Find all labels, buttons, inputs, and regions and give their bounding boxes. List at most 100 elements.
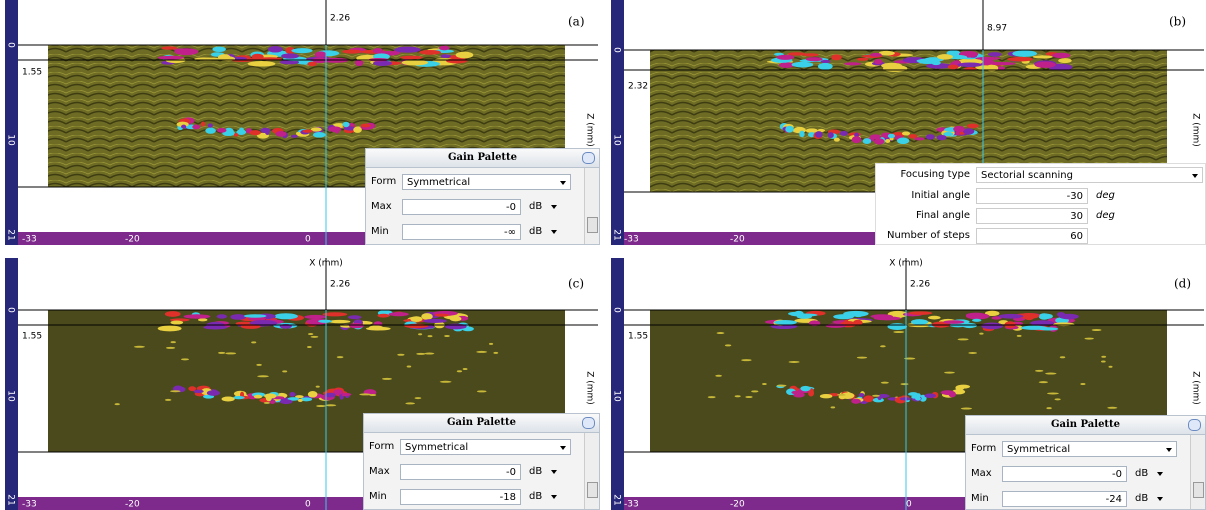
field-label: Number of steps xyxy=(886,230,970,241)
echo xyxy=(253,394,263,399)
form-select[interactable]: Symmetrical xyxy=(1002,441,1177,457)
echo xyxy=(405,402,416,405)
max-input[interactable]: -0 xyxy=(1002,466,1127,482)
echo xyxy=(353,126,362,133)
dropdown-arrow xyxy=(560,181,566,185)
echo xyxy=(751,390,759,393)
echo xyxy=(872,394,880,397)
dropdown-arrow xyxy=(551,205,557,209)
echo xyxy=(873,316,902,321)
echo xyxy=(377,313,390,318)
scrollbar[interactable] xyxy=(584,168,599,244)
form-select[interactable]: Symmetrical xyxy=(400,439,571,455)
z-axis-label: Z (mm) xyxy=(1191,371,1201,405)
min-unit-select[interactable]: dB xyxy=(525,224,561,240)
scrollbar[interactable] xyxy=(1190,435,1205,509)
echo xyxy=(225,352,237,355)
echo xyxy=(310,335,319,338)
min-unit-select[interactable]: dB xyxy=(525,489,561,505)
x-tick-label: -33 xyxy=(624,500,639,510)
echo xyxy=(957,338,969,341)
min-input[interactable]: -24 xyxy=(1002,491,1127,507)
min-input[interactable]: -∞ xyxy=(402,224,521,240)
palette-toggle[interactable] xyxy=(582,417,595,429)
echo xyxy=(267,46,283,53)
echo xyxy=(874,58,883,65)
echo xyxy=(170,390,181,393)
echo xyxy=(724,344,732,347)
echo xyxy=(937,54,953,60)
echo xyxy=(170,320,184,325)
echo xyxy=(197,318,208,322)
echo xyxy=(1052,322,1075,327)
echo xyxy=(972,318,982,322)
echo xyxy=(1017,312,1040,319)
scroll-thumb[interactable] xyxy=(587,217,598,233)
echo xyxy=(1047,392,1059,395)
echo xyxy=(805,128,819,133)
unit-label: deg xyxy=(1096,190,1115,201)
echo xyxy=(987,52,1002,57)
echo xyxy=(1016,334,1022,337)
echo xyxy=(304,314,327,319)
echo xyxy=(887,323,908,330)
x-tick-label: -20 xyxy=(730,500,745,510)
z-tick-label: 10 xyxy=(6,390,16,402)
steps-input[interactable]: 60 xyxy=(976,228,1088,244)
echo xyxy=(707,396,716,399)
scroll-thumb[interactable] xyxy=(1193,482,1204,498)
echo xyxy=(953,125,965,133)
echo xyxy=(1052,52,1071,59)
echo xyxy=(1107,406,1118,409)
palette-toggle[interactable] xyxy=(1188,419,1201,431)
echo xyxy=(1100,360,1106,363)
min-input[interactable]: -18 xyxy=(400,489,521,505)
echo xyxy=(903,357,916,360)
echo xyxy=(333,389,344,395)
scroll-thumb[interactable] xyxy=(587,482,598,498)
cursor-z-value: 2.32 xyxy=(628,82,648,92)
echo xyxy=(164,398,172,401)
field-label: Min xyxy=(369,491,387,502)
echo xyxy=(1101,355,1107,358)
echo xyxy=(870,52,882,57)
z-ruler xyxy=(5,258,18,510)
field-label: Initial angle xyxy=(911,190,970,201)
echo xyxy=(984,310,1000,317)
echo xyxy=(264,393,277,399)
field-label: Focusing type xyxy=(900,169,970,180)
echo xyxy=(307,346,312,349)
z-tick-label: 0 xyxy=(6,42,16,48)
echo xyxy=(342,121,350,128)
echo xyxy=(776,54,795,60)
echo xyxy=(300,397,313,402)
focusing-type-select[interactable]: Sectorial scanning xyxy=(976,167,1203,183)
palette-toggle[interactable] xyxy=(582,152,595,164)
x-tick-label: -33 xyxy=(22,235,37,245)
z-tick-label: 10 xyxy=(612,134,622,146)
echo xyxy=(282,370,288,373)
echo xyxy=(840,392,855,399)
max-unit-select[interactable]: dB xyxy=(1131,466,1167,482)
echo xyxy=(336,356,344,359)
initial-input[interactable]: -30 xyxy=(976,188,1088,204)
echo xyxy=(1007,56,1034,62)
echo xyxy=(1038,381,1049,384)
z-tick-label: 21 xyxy=(6,229,16,240)
echo xyxy=(359,393,372,396)
max-unit-select[interactable]: dB xyxy=(525,199,561,215)
max-input[interactable]: -0 xyxy=(402,199,521,215)
focusing-panel: Focusing type Sectorial scanning Initial a… xyxy=(875,163,1206,245)
echo xyxy=(927,315,941,320)
final-input[interactable]: 30 xyxy=(976,208,1088,224)
scrollbar[interactable] xyxy=(584,433,599,509)
echo xyxy=(925,134,935,140)
echo xyxy=(975,56,1001,60)
echo xyxy=(360,123,371,128)
echo xyxy=(979,332,984,335)
max-unit-select[interactable]: dB xyxy=(525,464,561,480)
form-select[interactable]: Symmetrical xyxy=(402,174,571,190)
echo xyxy=(114,403,120,406)
min-unit-select[interactable]: dB xyxy=(1131,491,1167,507)
max-input[interactable]: -0 xyxy=(400,464,521,480)
